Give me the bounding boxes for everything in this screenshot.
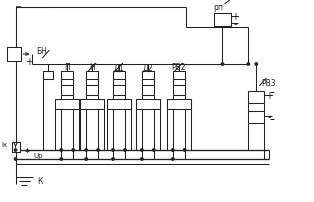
Circle shape bbox=[153, 149, 155, 152]
Text: Д2: Д2 bbox=[143, 63, 153, 72]
Text: +: + bbox=[231, 12, 239, 22]
Text: Iк: Iк bbox=[1, 141, 8, 147]
Text: рп: рп bbox=[214, 2, 224, 12]
Bar bbox=[248, 112, 264, 123]
Text: К: К bbox=[37, 177, 43, 186]
Circle shape bbox=[60, 149, 62, 152]
Circle shape bbox=[60, 158, 62, 160]
Circle shape bbox=[112, 149, 114, 152]
Bar bbox=[214, 14, 231, 27]
Text: Uр: Uр bbox=[33, 152, 43, 158]
Circle shape bbox=[221, 63, 224, 66]
Bar bbox=[142, 72, 154, 80]
Bar bbox=[61, 72, 73, 80]
Text: -: - bbox=[268, 112, 271, 121]
Text: РВ3.: РВ3. bbox=[261, 79, 278, 88]
Bar bbox=[86, 86, 98, 96]
Text: РВ2: РВ2 bbox=[171, 63, 186, 72]
Text: Н: Н bbox=[89, 63, 95, 72]
Circle shape bbox=[14, 158, 17, 160]
Bar bbox=[113, 86, 125, 96]
Circle shape bbox=[247, 63, 250, 66]
Text: +: + bbox=[265, 90, 273, 101]
Bar bbox=[142, 86, 154, 96]
Circle shape bbox=[183, 149, 186, 152]
Bar bbox=[248, 92, 264, 103]
Bar bbox=[55, 100, 79, 109]
Bar bbox=[43, 72, 53, 80]
Bar bbox=[113, 72, 125, 80]
Bar bbox=[136, 100, 160, 109]
Circle shape bbox=[14, 149, 17, 152]
Circle shape bbox=[171, 158, 174, 160]
Text: П: П bbox=[64, 63, 70, 72]
Bar bbox=[167, 100, 191, 109]
Bar bbox=[61, 86, 73, 96]
Circle shape bbox=[97, 149, 99, 152]
Circle shape bbox=[141, 149, 143, 152]
Circle shape bbox=[72, 149, 74, 152]
Bar bbox=[12, 142, 19, 152]
Text: БН: БН bbox=[36, 46, 47, 55]
Text: +: + bbox=[25, 57, 34, 67]
Bar bbox=[86, 72, 98, 80]
Circle shape bbox=[255, 63, 257, 66]
Bar bbox=[80, 100, 104, 109]
Circle shape bbox=[112, 158, 114, 160]
Bar bbox=[173, 86, 185, 96]
Circle shape bbox=[171, 149, 174, 152]
Bar bbox=[7, 48, 20, 62]
Circle shape bbox=[141, 158, 143, 160]
Circle shape bbox=[85, 158, 87, 160]
Circle shape bbox=[124, 149, 126, 152]
Text: -: - bbox=[234, 19, 237, 29]
Bar bbox=[107, 100, 131, 109]
Bar bbox=[173, 72, 185, 80]
Text: Д1: Д1 bbox=[114, 63, 124, 72]
Circle shape bbox=[85, 149, 87, 152]
